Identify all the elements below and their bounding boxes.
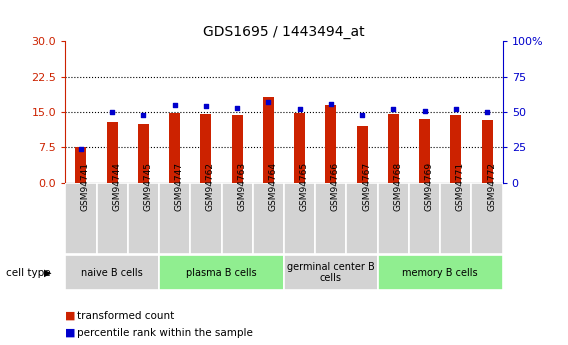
Bar	[263, 97, 274, 183]
Title: GDS1695 / 1443494_at: GDS1695 / 1443494_at	[203, 25, 365, 39]
Bar	[159, 183, 190, 254]
Bar	[378, 255, 503, 290]
Point	[233, 105, 242, 111]
Text: naive B cells: naive B cells	[81, 268, 143, 277]
Bar	[440, 183, 471, 254]
Bar	[357, 126, 367, 183]
Bar	[419, 119, 430, 183]
Point	[326, 101, 335, 106]
Bar	[471, 183, 503, 254]
Point	[139, 112, 148, 118]
Bar	[201, 114, 211, 183]
Bar	[315, 183, 346, 254]
Text: percentile rank within the sample: percentile rank within the sample	[77, 328, 253, 338]
Point	[76, 146, 86, 152]
Text: GSM94768: GSM94768	[393, 162, 402, 211]
Point	[264, 99, 273, 105]
Text: GSM94747: GSM94747	[175, 162, 183, 211]
Text: GSM94762: GSM94762	[206, 162, 215, 211]
Text: plasma B cells: plasma B cells	[186, 268, 257, 277]
Bar	[388, 114, 399, 183]
Bar	[325, 105, 336, 183]
Bar	[65, 183, 97, 254]
Text: GSM94764: GSM94764	[268, 162, 277, 211]
Bar	[232, 116, 243, 183]
Point	[295, 107, 304, 112]
Bar	[253, 183, 284, 254]
Text: GSM94772: GSM94772	[487, 162, 496, 211]
Bar	[284, 255, 378, 290]
Text: germinal center B
cells: germinal center B cells	[287, 262, 375, 283]
Point	[202, 104, 211, 109]
Point	[483, 109, 492, 115]
Point	[108, 109, 117, 115]
Text: GSM94744: GSM94744	[112, 162, 121, 211]
Bar	[450, 116, 461, 183]
Bar	[409, 183, 440, 254]
Text: transformed count: transformed count	[77, 311, 174, 321]
Text: ▶: ▶	[44, 268, 51, 277]
Point	[358, 112, 367, 118]
Point	[451, 107, 460, 112]
Bar	[378, 183, 409, 254]
Text: ■: ■	[65, 311, 76, 321]
Bar	[482, 120, 492, 183]
Point	[170, 102, 179, 108]
Bar	[190, 183, 222, 254]
Text: GSM94741: GSM94741	[81, 162, 90, 211]
Text: GSM94766: GSM94766	[331, 162, 340, 211]
Bar	[128, 183, 159, 254]
Bar	[159, 255, 284, 290]
Text: GSM94745: GSM94745	[144, 162, 152, 211]
Text: memory B cells: memory B cells	[402, 268, 478, 277]
Text: GSM94769: GSM94769	[424, 162, 433, 211]
Point	[389, 107, 398, 112]
Bar	[65, 255, 159, 290]
Bar	[107, 121, 118, 183]
Bar	[138, 124, 149, 183]
Text: cell type: cell type	[6, 268, 51, 277]
Text: ■: ■	[65, 328, 76, 338]
Text: GSM94763: GSM94763	[237, 162, 246, 211]
Point	[420, 108, 429, 114]
Bar	[294, 112, 305, 183]
Bar	[169, 113, 180, 183]
Text: GSM94765: GSM94765	[300, 162, 308, 211]
Bar	[222, 183, 253, 254]
Bar	[346, 183, 378, 254]
Text: GSM94767: GSM94767	[362, 162, 371, 211]
Bar	[76, 148, 86, 183]
Bar	[97, 183, 128, 254]
Bar	[284, 183, 315, 254]
Text: GSM94771: GSM94771	[456, 162, 465, 211]
